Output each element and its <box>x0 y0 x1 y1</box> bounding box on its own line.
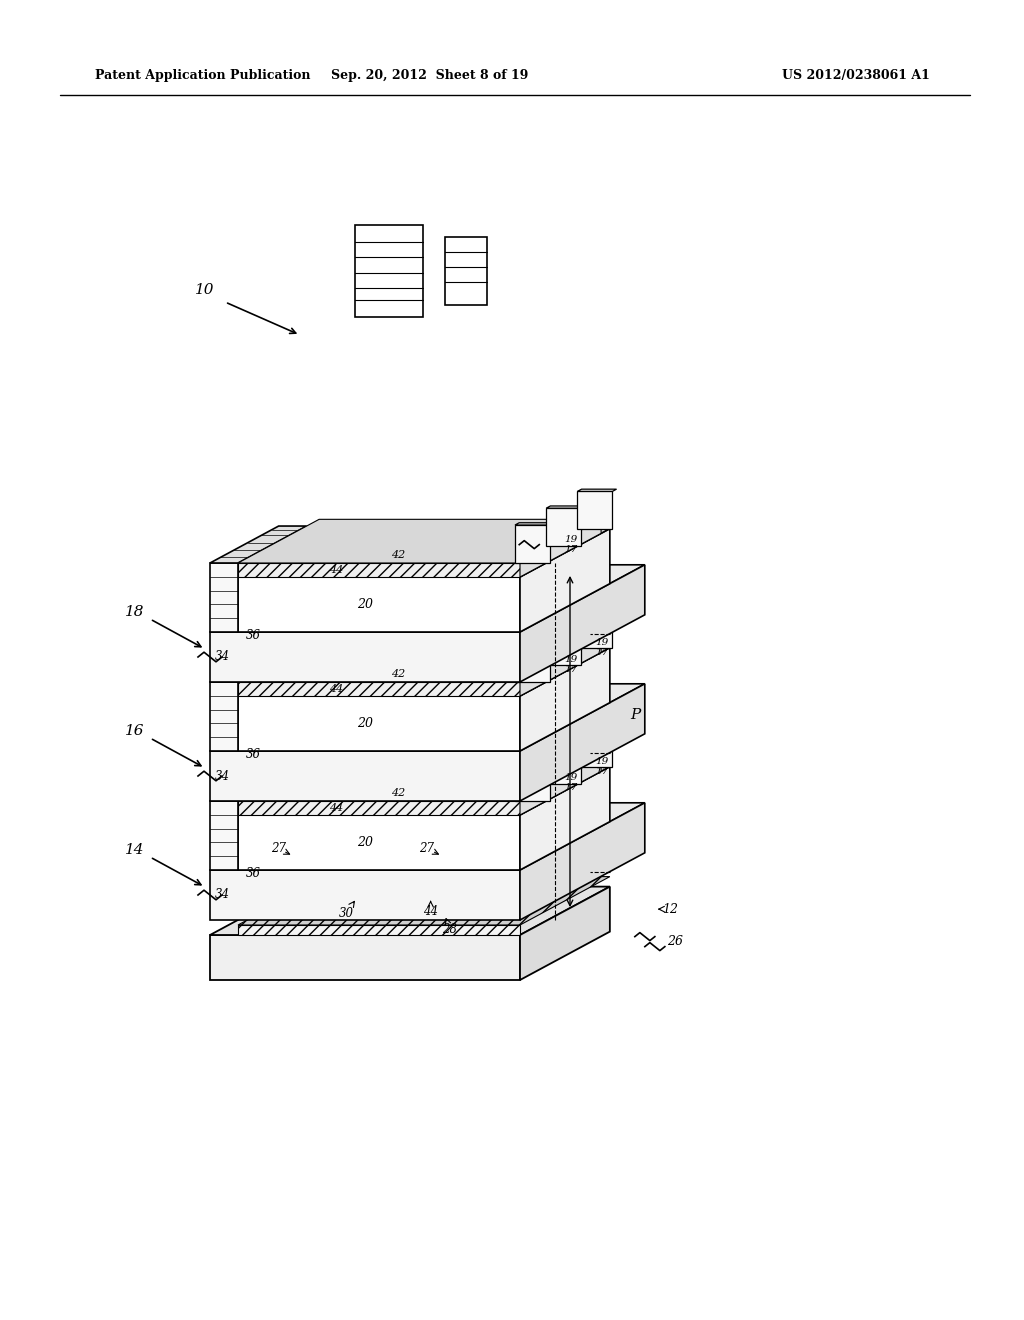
Polygon shape <box>546 506 586 508</box>
Polygon shape <box>238 519 601 564</box>
Polygon shape <box>210 803 645 870</box>
Text: 17: 17 <box>564 545 578 554</box>
Text: Sep. 20, 2012  Sheet 8 of 19: Sep. 20, 2012 Sheet 8 of 19 <box>332 69 528 82</box>
Polygon shape <box>210 935 520 979</box>
Polygon shape <box>546 746 582 784</box>
Polygon shape <box>546 508 582 546</box>
Polygon shape <box>578 730 612 767</box>
Text: 17: 17 <box>564 664 578 673</box>
Polygon shape <box>210 527 306 564</box>
Text: 36: 36 <box>246 867 261 880</box>
Polygon shape <box>578 609 616 610</box>
Polygon shape <box>520 758 601 814</box>
Polygon shape <box>238 682 520 696</box>
Polygon shape <box>578 491 612 529</box>
Polygon shape <box>546 627 582 665</box>
Polygon shape <box>546 744 586 746</box>
Text: 19: 19 <box>595 638 608 647</box>
Polygon shape <box>210 801 238 870</box>
Text: 18: 18 <box>125 605 144 619</box>
Text: 14: 14 <box>125 843 144 857</box>
Text: 16: 16 <box>125 723 144 738</box>
Polygon shape <box>238 767 610 814</box>
Text: 27: 27 <box>420 842 434 854</box>
Polygon shape <box>520 767 610 870</box>
Polygon shape <box>520 519 601 577</box>
Text: 27: 27 <box>270 842 286 854</box>
Text: 44: 44 <box>329 803 343 813</box>
Polygon shape <box>515 763 550 801</box>
Polygon shape <box>515 642 554 644</box>
Text: 20: 20 <box>357 598 373 611</box>
Text: 44: 44 <box>423 904 438 917</box>
Polygon shape <box>515 644 550 682</box>
Text: 34: 34 <box>214 651 229 664</box>
Polygon shape <box>238 577 520 632</box>
Text: 17: 17 <box>564 784 578 792</box>
Polygon shape <box>520 648 610 751</box>
Text: 28: 28 <box>442 924 457 936</box>
Text: 17: 17 <box>595 767 608 776</box>
Polygon shape <box>238 564 520 577</box>
Text: 34: 34 <box>214 888 229 902</box>
Polygon shape <box>515 525 550 564</box>
Text: 36: 36 <box>246 630 261 643</box>
Polygon shape <box>520 887 610 979</box>
Text: 19: 19 <box>564 655 578 664</box>
Polygon shape <box>238 528 610 577</box>
Text: 17: 17 <box>595 648 608 657</box>
Polygon shape <box>210 632 520 682</box>
Polygon shape <box>546 624 586 627</box>
Polygon shape <box>238 876 610 925</box>
Text: 44: 44 <box>329 684 343 693</box>
Text: 19: 19 <box>564 774 578 783</box>
Polygon shape <box>520 565 645 682</box>
Text: Patent Application Publication: Patent Application Publication <box>95 69 310 82</box>
Text: 19: 19 <box>595 756 608 766</box>
Polygon shape <box>515 760 554 763</box>
Polygon shape <box>210 751 520 801</box>
Text: US 2012/0238061 A1: US 2012/0238061 A1 <box>782 69 930 82</box>
Polygon shape <box>520 803 645 920</box>
Polygon shape <box>578 610 612 648</box>
Polygon shape <box>520 528 610 632</box>
Text: 42: 42 <box>391 669 406 680</box>
Polygon shape <box>210 564 238 632</box>
Polygon shape <box>238 758 601 801</box>
Text: 20: 20 <box>357 836 373 849</box>
Polygon shape <box>238 925 520 935</box>
Text: 44: 44 <box>329 565 343 574</box>
Polygon shape <box>238 639 601 682</box>
Polygon shape <box>578 727 616 730</box>
Text: 30: 30 <box>339 907 354 920</box>
Text: 20: 20 <box>357 717 373 730</box>
Polygon shape <box>210 682 238 751</box>
Polygon shape <box>210 870 520 920</box>
Polygon shape <box>238 648 610 696</box>
Text: 34: 34 <box>214 770 229 783</box>
Text: P: P <box>630 708 640 722</box>
Polygon shape <box>238 801 520 814</box>
Polygon shape <box>238 814 520 870</box>
Polygon shape <box>210 645 306 682</box>
Polygon shape <box>210 764 306 801</box>
Text: 10: 10 <box>196 282 215 297</box>
Polygon shape <box>355 224 423 317</box>
Text: 19: 19 <box>564 536 578 544</box>
Polygon shape <box>520 684 645 801</box>
Polygon shape <box>578 490 616 491</box>
Polygon shape <box>515 523 554 525</box>
Polygon shape <box>210 565 645 632</box>
Text: 26: 26 <box>667 935 683 948</box>
Text: 36: 36 <box>246 748 261 762</box>
Polygon shape <box>520 639 601 696</box>
Polygon shape <box>445 238 487 305</box>
Polygon shape <box>210 887 610 935</box>
Polygon shape <box>210 684 645 751</box>
Text: 12: 12 <box>662 903 678 916</box>
Polygon shape <box>238 696 520 751</box>
Text: 42: 42 <box>391 788 406 799</box>
Text: 42: 42 <box>391 550 406 560</box>
